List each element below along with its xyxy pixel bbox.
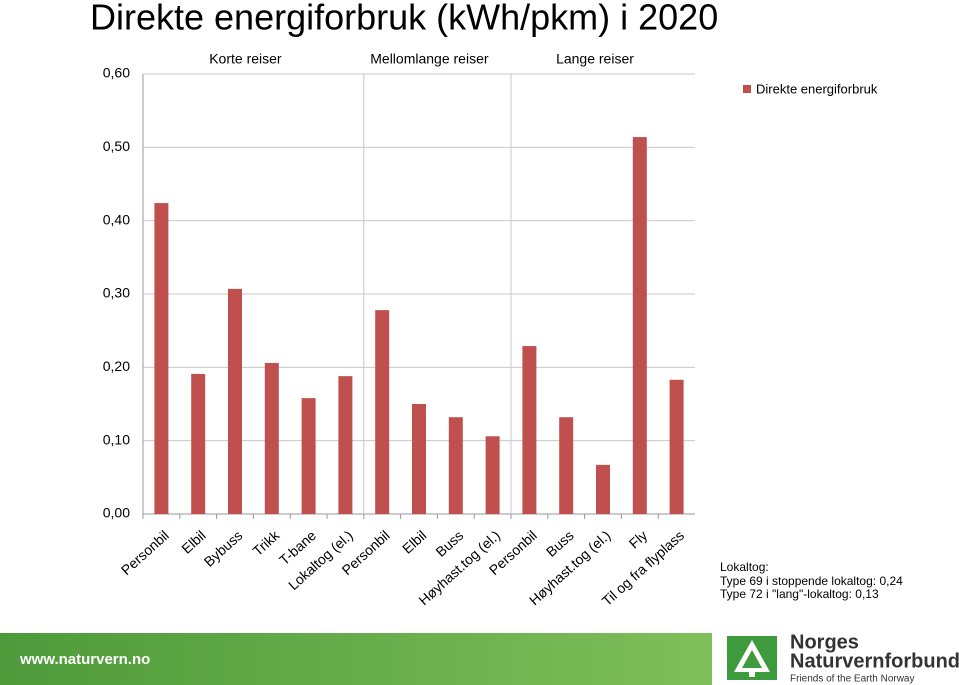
org-name: Naturvernforbund (790, 650, 959, 672)
bar (154, 203, 169, 515)
bar (412, 404, 426, 514)
footer-band (0, 633, 712, 685)
x-tick-label: Elbil (178, 527, 208, 557)
y-tick-label: 0,10 (103, 431, 130, 447)
bar (522, 346, 537, 514)
annotation: Lokaltog: (720, 560, 769, 574)
y-tick-label: 0,60 (103, 65, 130, 81)
y-tick-label: 0,00 (103, 505, 130, 521)
legend-swatch (743, 85, 751, 93)
bar (632, 137, 647, 515)
x-tick-label: Fly (626, 527, 651, 551)
bar (301, 398, 316, 514)
chart-title: Direkte energiforbruk (kWh/pkm) i 2020 (90, 0, 718, 38)
y-tick-label: 0,50 (103, 138, 130, 154)
annotation: Type 72 i "lang"-lokaltog: 0,13 (720, 587, 879, 601)
annotation: Type 69 i stoppende lokaltog: 0,24 (720, 574, 903, 588)
group-label: Lange reiser (556, 51, 634, 67)
footer-url[interactable]: www.naturvern.no (19, 651, 150, 668)
bar (191, 373, 206, 514)
bar (338, 376, 353, 514)
bar (264, 362, 279, 514)
logo (727, 636, 777, 680)
y-tick-label: 0,40 (103, 211, 130, 227)
x-tick-label: Personbil (118, 527, 172, 578)
bar (559, 417, 574, 514)
bar (228, 288, 242, 514)
bar (375, 310, 390, 514)
bar (669, 379, 684, 514)
y-tick-label: 0,30 (103, 285, 130, 301)
org-name: Norges (790, 631, 859, 653)
legend-label: Direkte energiforbruk (756, 81, 878, 96)
bar (448, 417, 463, 514)
x-tick-label: Bybuss (201, 527, 246, 570)
y-tick-label: 0,20 (103, 358, 130, 374)
group-label: Korte reiser (209, 51, 282, 67)
org-tagline: Friends of the Earth Norway (790, 674, 915, 685)
bar (485, 436, 500, 514)
bar (596, 464, 610, 514)
group-label: Mellomlange reiser (370, 51, 489, 67)
x-tick-label: Elbil (399, 527, 429, 557)
